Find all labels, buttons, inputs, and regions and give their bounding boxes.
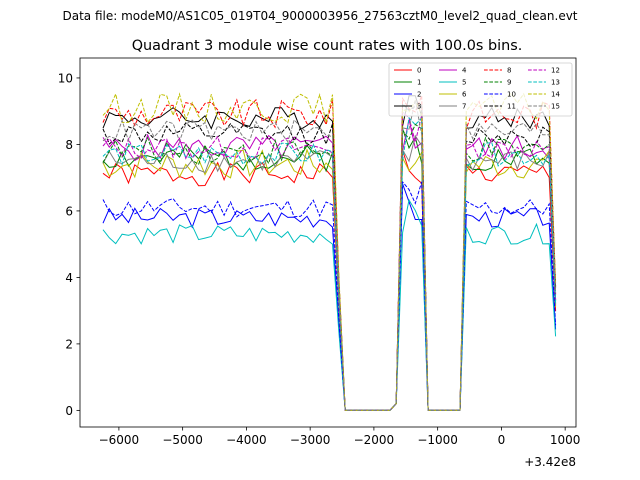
y-axis: 0 2 4 6 8 10 [58,71,80,418]
series-line-15 [102,99,557,411]
series-line-12 [102,111,557,411]
x-tick-label: −4000 [226,433,267,447]
x-tick-label: −2000 [354,433,395,447]
plot-frame [79,57,577,428]
series-layer [102,92,557,411]
legend-label-10: 10 [507,91,516,99]
legend-label-6: 6 [462,91,467,99]
series-line-6 [102,148,557,411]
legend-label-15: 15 [551,103,560,111]
x-axis: −6000 −5000 −4000 −3000 −2000 −1000 0 1000 [99,427,581,447]
series-line-9 [102,123,557,411]
legend-label-9: 9 [507,79,511,87]
x-tick-label: −1000 [417,433,458,447]
legend-label-2: 2 [417,91,421,99]
legend-label-14: 14 [551,91,560,99]
series-line-8 [102,95,557,411]
legend-label-1: 1 [417,79,421,87]
legend-label-12: 12 [551,67,560,75]
legend-label-11: 11 [507,103,516,111]
x-tick-label: 1000 [550,433,581,447]
series-line-13 [102,116,557,411]
y-tick-label: 10 [58,71,73,85]
x-tick-label: −5000 [162,433,203,447]
y-tick-label: 0 [65,404,73,418]
legend-label-13: 13 [551,79,560,87]
x-axis-offset-label: +3.42e8 [524,455,576,469]
series-line-1 [102,128,557,411]
legend-label-5: 5 [462,79,466,87]
y-tick-label: 6 [65,204,73,218]
y-tick-label: 2 [65,337,73,351]
x-tick-label: −6000 [99,433,140,447]
y-tick-label: 4 [65,271,73,285]
series-line-5 [102,198,557,411]
y-tick-label: 8 [65,138,73,152]
series-line-10 [102,180,557,411]
legend-label-3: 3 [417,103,421,111]
legend-label-7: 7 [462,103,466,111]
x-tick-label: 0 [498,433,506,447]
chart-title: Quadrant 3 module wise count rates with … [132,38,523,54]
x-tick-label: −3000 [290,433,331,447]
legend-box [388,62,573,117]
legend-label-8: 8 [507,67,511,75]
series-line-2 [102,183,557,411]
series-line-11 [102,102,557,411]
data-file-label: Data file: modeM0/AS1C05_019T04_90000039… [62,9,577,23]
legend-label-0: 0 [417,67,421,75]
legend-label-4: 4 [462,67,467,75]
series-line-4 [102,119,557,411]
